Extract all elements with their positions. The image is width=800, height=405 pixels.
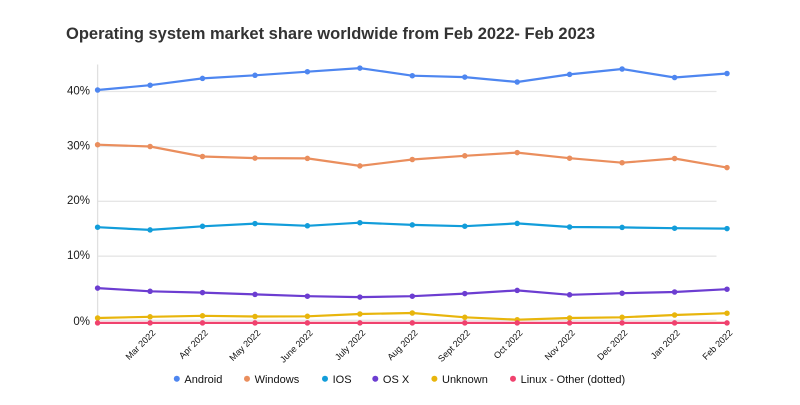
svg-text:Operating system market share: Operating system market share worldwide … [66, 25, 595, 43]
svg-text:Linux - Other (dotted): Linux - Other (dotted) [521, 374, 626, 386]
svg-text:Unknown: Unknown [442, 374, 488, 386]
svg-text:20%: 20% [67, 195, 90, 207]
svg-text:0%: 0% [73, 316, 90, 328]
svg-text:Windows: Windows [255, 374, 300, 386]
svg-text:30%: 30% [67, 140, 90, 152]
svg-text:10%: 10% [67, 250, 90, 262]
svg-text:IOS: IOS [333, 374, 352, 386]
svg-text:Android: Android [184, 374, 222, 386]
svg-text:40%: 40% [67, 85, 90, 97]
svg-text:OS X: OS X [383, 374, 410, 386]
